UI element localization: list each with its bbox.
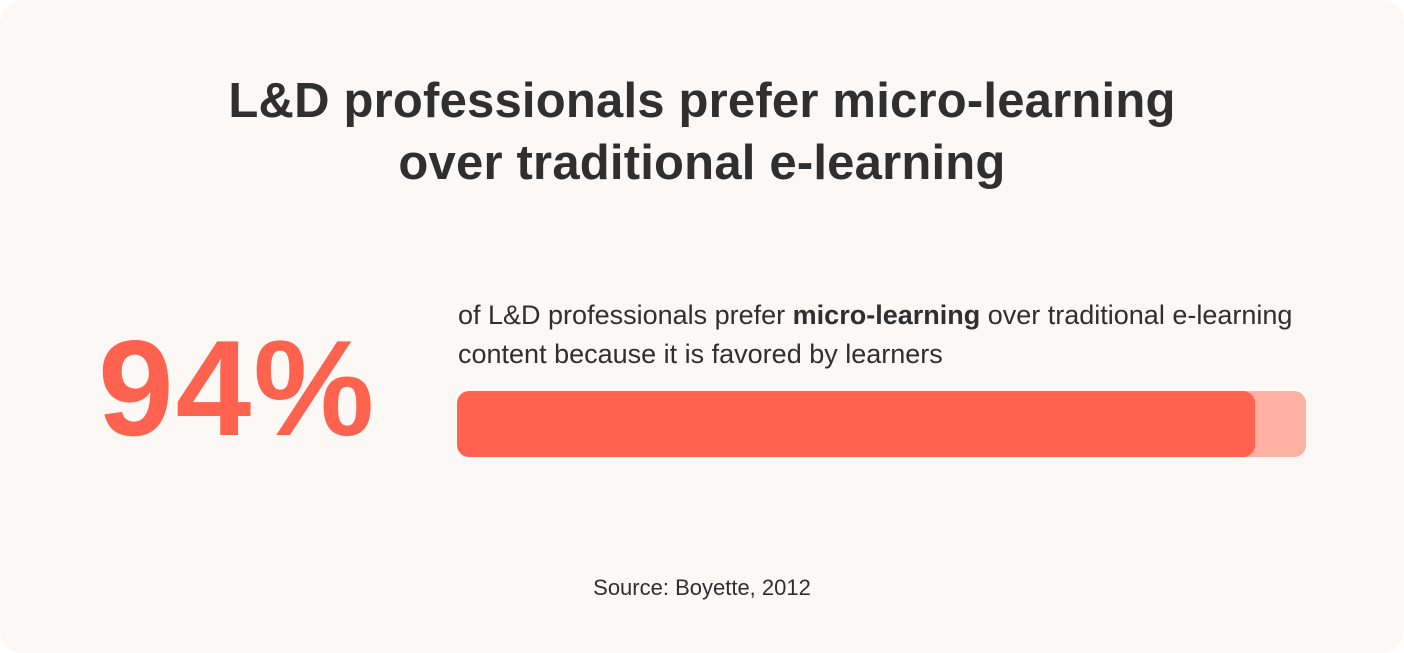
stat-description-prefix: of L&D professionals prefer — [458, 300, 793, 330]
title-line-1: L&D professionals prefer micro-learning — [228, 74, 1176, 128]
progress-bar-track — [457, 391, 1306, 457]
stat-description-highlight: micro-learning — [792, 300, 981, 330]
title-line-2: over traditional e-learning — [398, 136, 1006, 190]
source-citation: Source: Boyette, 2012 — [593, 575, 811, 600]
stat-description-suffix: over traditional e-learning content beca… — [458, 300, 1293, 369]
stat-value: 94% — [98, 312, 377, 464]
progress-bar-fill — [457, 391, 1256, 457]
page-title: L&D professionals prefer micro-learning … — [0, 70, 1404, 194]
stat-description: of L&D professionals prefer micro-learni… — [458, 296, 1318, 374]
